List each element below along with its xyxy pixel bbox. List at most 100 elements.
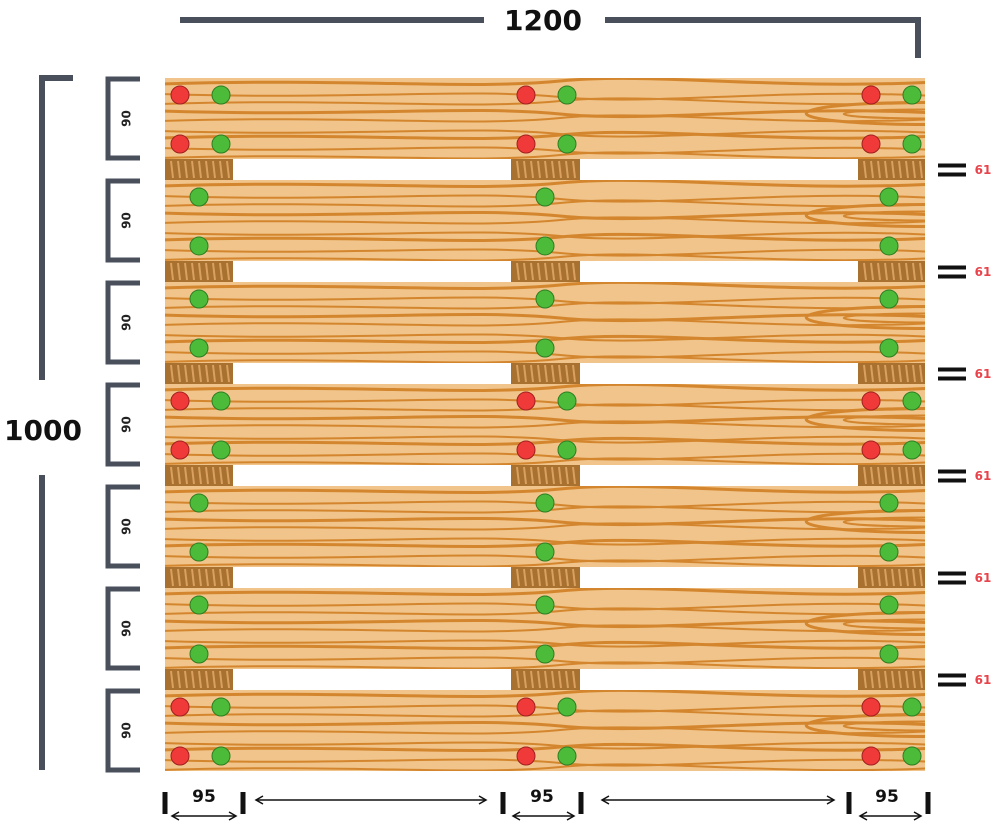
green-nail-2-1-2 [536, 188, 554, 206]
gap-label-5: 61 [975, 571, 992, 585]
block-3-3 [858, 363, 925, 384]
green-nail-7-1-4 [558, 698, 576, 716]
block-width-arrow-1 [172, 812, 236, 820]
depth-line-top [42, 78, 73, 380]
green-nail-4-1-6 [903, 392, 921, 410]
green-nail-6-1-2 [536, 596, 554, 614]
block-width-label-1: 95 [192, 787, 216, 807]
block-3-1 [165, 363, 233, 384]
gap-label-1: 61 [975, 163, 992, 177]
red-nail-4-1-1 [171, 392, 189, 410]
green-nail-6-1-3 [880, 596, 898, 614]
green-nail-2-2-2 [536, 237, 554, 255]
green-nail-2-2-1 [190, 237, 208, 255]
green-nail-2-1-3 [880, 188, 898, 206]
board-width-label-7: 90 [120, 722, 134, 739]
red-nail-1-1-3 [517, 86, 535, 104]
block-width-label-2: 95 [530, 787, 554, 807]
red-nail-7-2-1 [171, 747, 189, 765]
board-width-label-6: 90 [120, 620, 134, 637]
block-6-2 [511, 669, 580, 690]
gap-label-3: 61 [975, 367, 992, 381]
green-nail-2-2-3 [880, 237, 898, 255]
green-nail-2-1-1 [190, 188, 208, 206]
gap-label-4: 61 [975, 469, 992, 483]
green-nail-4-2-4 [558, 441, 576, 459]
block-3-2 [511, 363, 580, 384]
green-nail-5-1-3 [880, 494, 898, 512]
red-nail-1-2-5 [862, 135, 880, 153]
green-nail-3-2-2 [536, 339, 554, 357]
block-1-1 [165, 159, 233, 180]
green-nail-5-1-1 [190, 494, 208, 512]
board-width-label-1: 90 [120, 110, 134, 127]
red-nail-7-2-3 [517, 747, 535, 765]
green-nail-3-1-3 [880, 290, 898, 308]
green-nail-7-2-4 [558, 747, 576, 765]
green-nail-6-2-3 [880, 645, 898, 663]
gap-label-6: 61 [975, 673, 992, 687]
top-board-1 [160, 78, 930, 159]
block-1-2 [511, 159, 580, 180]
top-board-4 [160, 384, 930, 465]
red-nail-4-1-3 [517, 392, 535, 410]
green-nail-5-1-2 [536, 494, 554, 512]
gap-label-2: 61 [975, 265, 992, 279]
green-nail-6-2-2 [536, 645, 554, 663]
block-4-1 [165, 465, 233, 486]
green-nail-7-2-6 [903, 747, 921, 765]
top-board-7 [160, 690, 930, 771]
green-nail-1-2-4 [558, 135, 576, 153]
red-nail-7-2-5 [862, 747, 880, 765]
width-label: 1200 [504, 4, 582, 37]
green-nail-6-1-1 [190, 596, 208, 614]
red-nail-1-2-1 [171, 135, 189, 153]
green-nail-3-1-1 [190, 290, 208, 308]
block-6-3 [858, 669, 925, 690]
block-width-label-3: 95 [875, 787, 899, 807]
block-2-1 [165, 261, 233, 282]
span-arrow-2 [602, 796, 834, 804]
red-nail-4-2-5 [862, 441, 880, 459]
red-nail-7-1-5 [862, 698, 880, 716]
red-nail-7-1-3 [517, 698, 535, 716]
green-nail-6-2-1 [190, 645, 208, 663]
green-nail-1-2-6 [903, 135, 921, 153]
green-nail-1-1-2 [212, 86, 230, 104]
green-nail-3-2-3 [880, 339, 898, 357]
block-1-3 [858, 159, 925, 180]
block-4-3 [858, 465, 925, 486]
green-nail-1-2-2 [212, 135, 230, 153]
red-nail-1-2-3 [517, 135, 535, 153]
red-nail-7-1-1 [171, 698, 189, 716]
red-nail-4-2-3 [517, 441, 535, 459]
pallet-top-view [160, 78, 930, 771]
span-arrow-1 [256, 796, 486, 804]
block-2-3 [858, 261, 925, 282]
red-nail-1-1-1 [171, 86, 189, 104]
block-2-2 [511, 261, 580, 282]
width-line-right [605, 20, 918, 58]
red-nail-4-1-5 [862, 392, 880, 410]
block-5-1 [165, 567, 233, 588]
green-nail-5-2-3 [880, 543, 898, 561]
green-nail-7-1-2 [212, 698, 230, 716]
green-nail-1-1-4 [558, 86, 576, 104]
green-nail-4-1-2 [212, 392, 230, 410]
green-nail-1-1-6 [903, 86, 921, 104]
board-width-label-2: 90 [120, 212, 134, 229]
block-width-arrow-2 [513, 812, 574, 820]
board-width-label-3: 90 [120, 314, 134, 331]
depth-label: 1000 [4, 414, 82, 447]
green-nail-5-2-2 [536, 543, 554, 561]
block-5-2 [511, 567, 580, 588]
green-nail-4-1-4 [558, 392, 576, 410]
block-4-2 [511, 465, 580, 486]
green-nail-4-2-2 [212, 441, 230, 459]
green-nail-3-2-1 [190, 339, 208, 357]
block-6-1 [165, 669, 233, 690]
green-nail-7-1-6 [903, 698, 921, 716]
green-nail-4-2-6 [903, 441, 921, 459]
green-nail-5-2-1 [190, 543, 208, 561]
green-nail-7-2-2 [212, 747, 230, 765]
